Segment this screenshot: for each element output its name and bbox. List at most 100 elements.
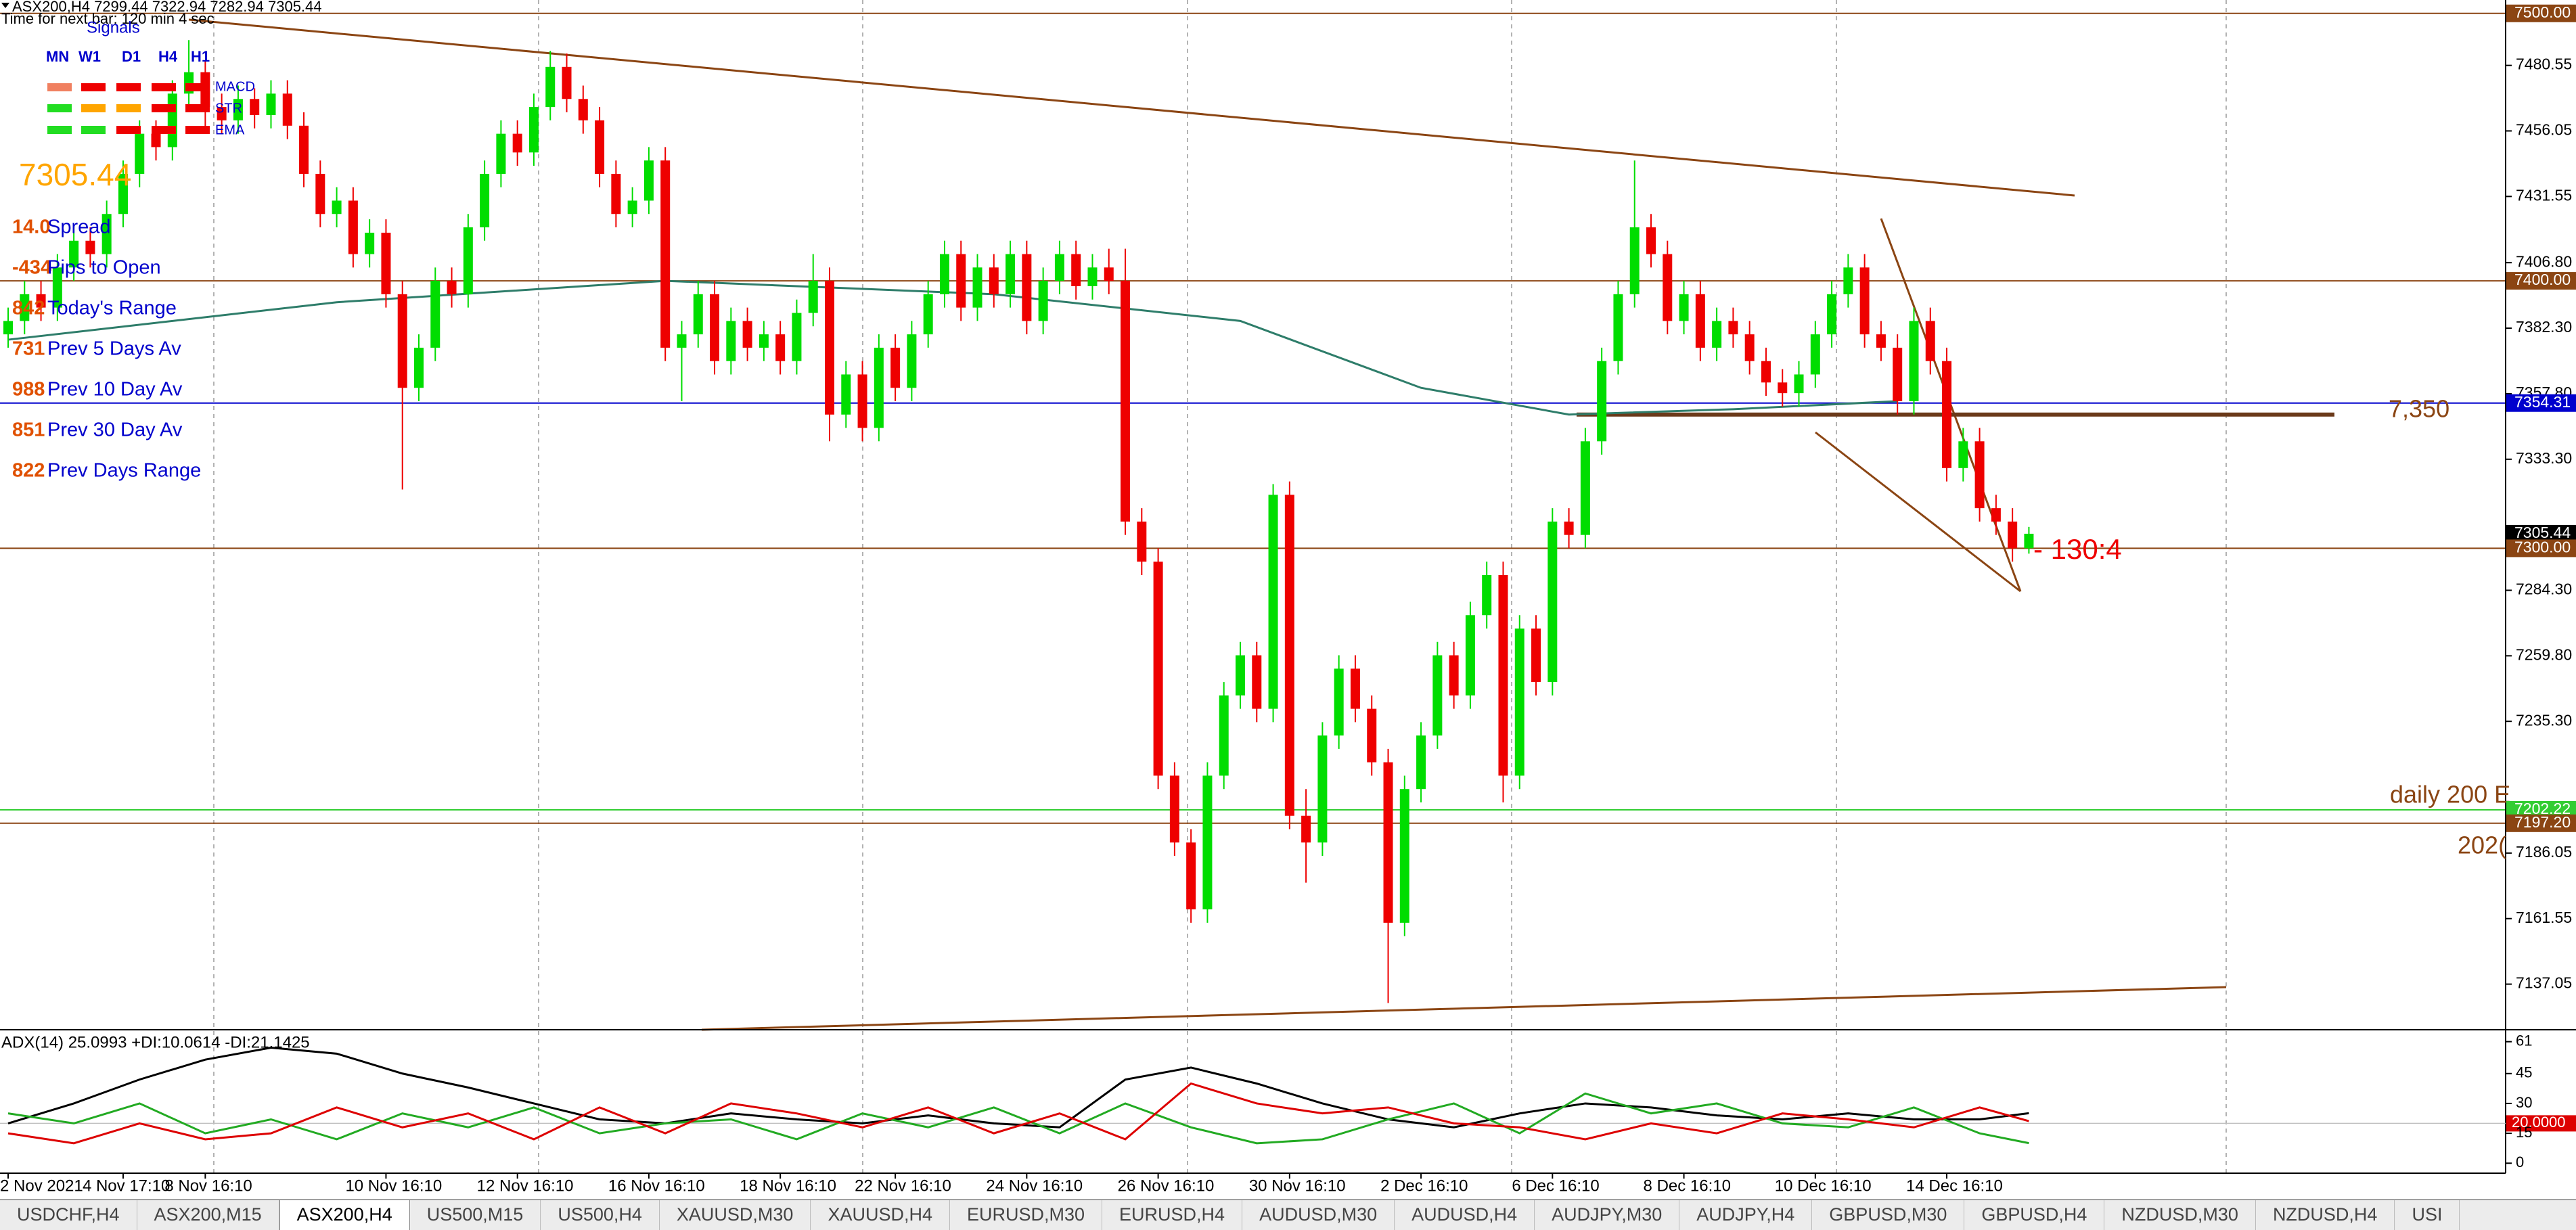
candle-body [1629,227,1640,294]
header-arrow [1,3,9,8]
candle-body [1958,441,1968,468]
x-tick-label: 8 Nov 16:10 [164,1177,252,1195]
candle-body [989,267,999,294]
trend-line [701,986,2227,1031]
y-tick-label: 7456.05 [2516,121,2572,139]
level-label: 7,350 [2389,395,2449,423]
candle-body [1859,267,1870,335]
candle-body [250,99,260,115]
candle-body [332,200,342,214]
level-label: 7202.22 [2514,800,2571,817]
tab[interactable]: US500,M15 [410,1200,541,1230]
candle-body [923,294,933,335]
stat-label: Prev Days Range [47,460,201,482]
candle-body [562,66,572,99]
signal-dashes [47,83,210,134]
candle-body [578,99,588,120]
tab[interactable]: XAUUSD,M30 [660,1200,811,1230]
tab[interactable]: NZDUSD,M30 [2104,1200,2256,1230]
candle-body [1005,254,1016,294]
candle-body [693,294,703,335]
candle-body [1301,815,1311,843]
tab[interactable]: ASX200,H4 [279,1200,410,1230]
candle-body [1991,508,2001,522]
candle-body [1778,382,1788,394]
candle-body [1744,334,1755,361]
x-tick-label: 10 Dec 16:10 [1775,1177,1872,1195]
x-tick-label: 10 Nov 16:10 [345,1177,442,1195]
x-tick-label: 6 Dec 16:10 [1512,1177,1599,1195]
tab[interactable]: AUDUSD,H4 [1395,1200,1535,1230]
candle-body [52,267,62,308]
candle-body [1925,321,1935,361]
candle-body [1383,762,1393,923]
candle-body [512,133,522,153]
candle-body [2008,521,2018,549]
y-tick-label: 7406.80 [2516,252,2572,270]
tab[interactable]: US500,H4 [541,1200,660,1230]
annotation: - 130:4 [2033,533,2122,565]
candle-body [69,240,79,268]
x-tick-label: 30 Nov 16:10 [1249,1177,1346,1195]
signal-row: EMA [215,122,245,137]
candle-body [759,334,769,348]
candle-body [874,347,884,428]
candle-body [1268,495,1278,709]
candle-body [282,93,292,126]
level-label: 7300.00 [2514,538,2571,555]
candle-body [643,160,654,201]
tab[interactable]: XAUUSD,H4 [811,1200,950,1230]
candle-body [1153,562,1163,776]
stat-value: 988 [12,379,45,401]
signal [81,104,106,112]
x-tick-label: 2 Nov 2021 [0,1177,83,1195]
tab[interactable]: GBPUSD,H4 [1964,1200,2105,1230]
candle-body [3,321,13,335]
tab-bar: USDCHF,H4 ASX200,M15 ASX200,H4 US500,M15 US5… [0,1199,2576,1230]
tab[interactable]: EURUSD,H4 [1102,1200,1243,1230]
candle-body [315,173,325,214]
candle-body [447,281,457,294]
y-tick-label: 7137.05 [2516,974,2572,992]
candle-body [1317,735,1328,843]
signal [152,104,176,112]
tab[interactable]: NZDUSD,H4 [2256,1200,2395,1230]
tab[interactable]: AUDJPY,H4 [1679,1200,1813,1230]
y-tick-label: 7333.30 [2516,449,2572,467]
stat-value: 14.0 [12,217,50,238]
tab[interactable]: EURUSD,M30 [950,1200,1103,1230]
candle-body [1219,695,1229,776]
candle-body [2024,533,2034,549]
moving-average [7,279,1898,416]
header: ASX200,H4 7299.44 7322.94 7282.94 7305.4… [12,0,322,15]
x-tick-label: 24 Nov 16:10 [986,1177,1083,1195]
x-tick-label: 14 Dec 16:10 [1906,1177,2003,1195]
candle-body [1087,267,1098,286]
level-box [2506,814,2576,832]
candle-body [1843,267,1853,294]
timeframe: W1 [78,48,101,65]
tab[interactable]: ASX200,M15 [137,1200,279,1230]
annotation: daily 200 E [2390,781,2510,808]
tab[interactable]: USDCHF,H4 [0,1200,137,1230]
y-tick-label: 7284.30 [2516,580,2572,598]
tab[interactable]: GBPUSD,M30 [1812,1200,1965,1230]
candle-body [1252,655,1262,709]
candle-body [1284,495,1294,816]
tab[interactable]: USI [2395,1200,2460,1230]
candle-body [135,133,145,174]
candle-body [85,240,95,254]
adx-tick-label: 20.0000 [2512,1114,2566,1131]
x-tick-label: 22 Nov 16:10 [855,1177,951,1195]
candle-body [1367,708,1377,762]
signal [81,83,106,91]
y-tick-label: 7431.55 [2516,186,2572,204]
y-tick-label: 7161.55 [2516,909,2572,926]
adx-tick-label: 15 [2516,1124,2532,1141]
x-tick-label: 12 Nov 16:10 [477,1177,574,1195]
level-box [2506,539,2576,557]
tab[interactable]: AUDJPY,M30 [1535,1200,1680,1230]
candle-body [677,334,687,348]
tab[interactable]: AUDUSD,M30 [1242,1200,1395,1230]
signal [152,126,176,134]
